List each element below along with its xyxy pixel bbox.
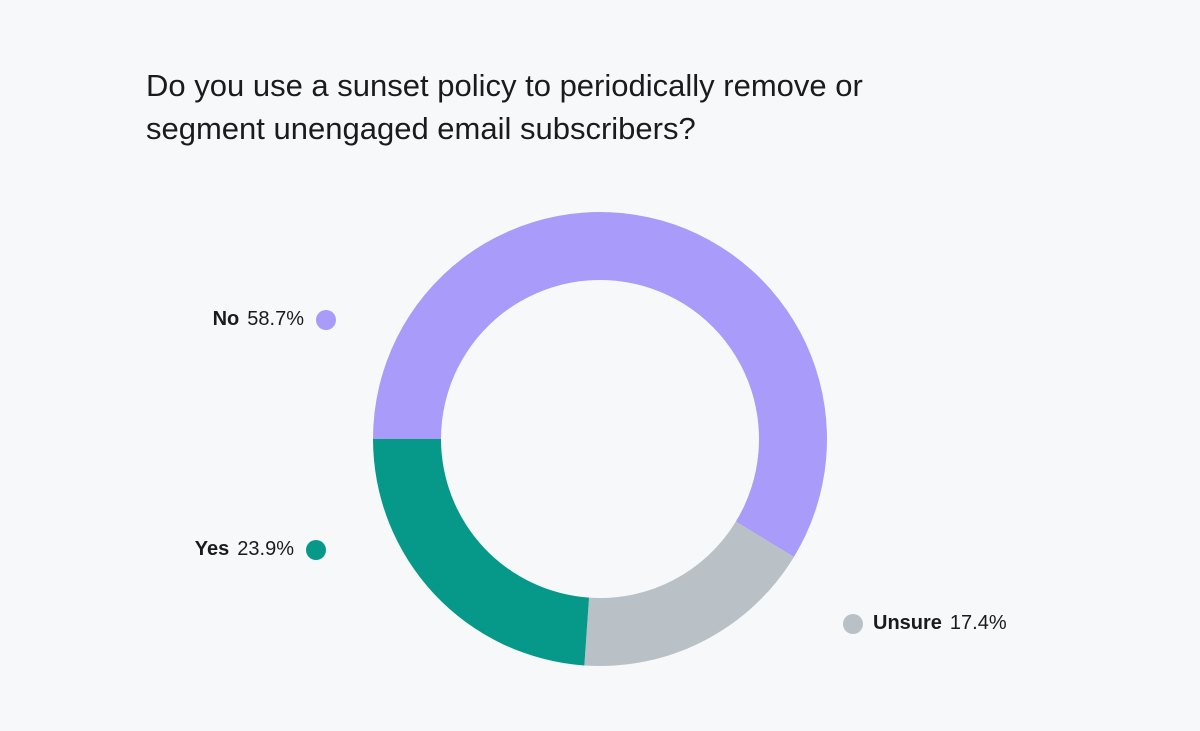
legend-value-yes: 23.9% (237, 538, 294, 560)
legend-value-no: 58.7% (247, 308, 304, 330)
legend-item-no: No 58.7% (213, 308, 336, 331)
chart-title-line-2: segment unengaged email subscribers? (146, 111, 696, 146)
chart-title-line-1: Do you use a sunset policy to periodical… (146, 68, 863, 103)
legend-label-unsure: Unsure (873, 612, 942, 634)
donut-slice-no (373, 211, 828, 557)
legend-dot-yes (306, 539, 326, 560)
donut-slice-yes (373, 439, 590, 666)
legend-value-unsure: 17.4% (949, 612, 1007, 634)
legend-item-yes: Yes 23.9% (195, 538, 326, 561)
legend-dot-no (316, 309, 336, 330)
chart-title: Do you use a sunset policy to periodical… (146, 64, 966, 150)
legend-label-yes: Yes (194, 538, 230, 560)
legend-label-no: No (212, 308, 240, 330)
donut-slice-unsure (584, 521, 794, 667)
legend-dot-unsure (843, 613, 863, 634)
legend-item-unsure: Unsure 17.4% (843, 612, 1007, 635)
